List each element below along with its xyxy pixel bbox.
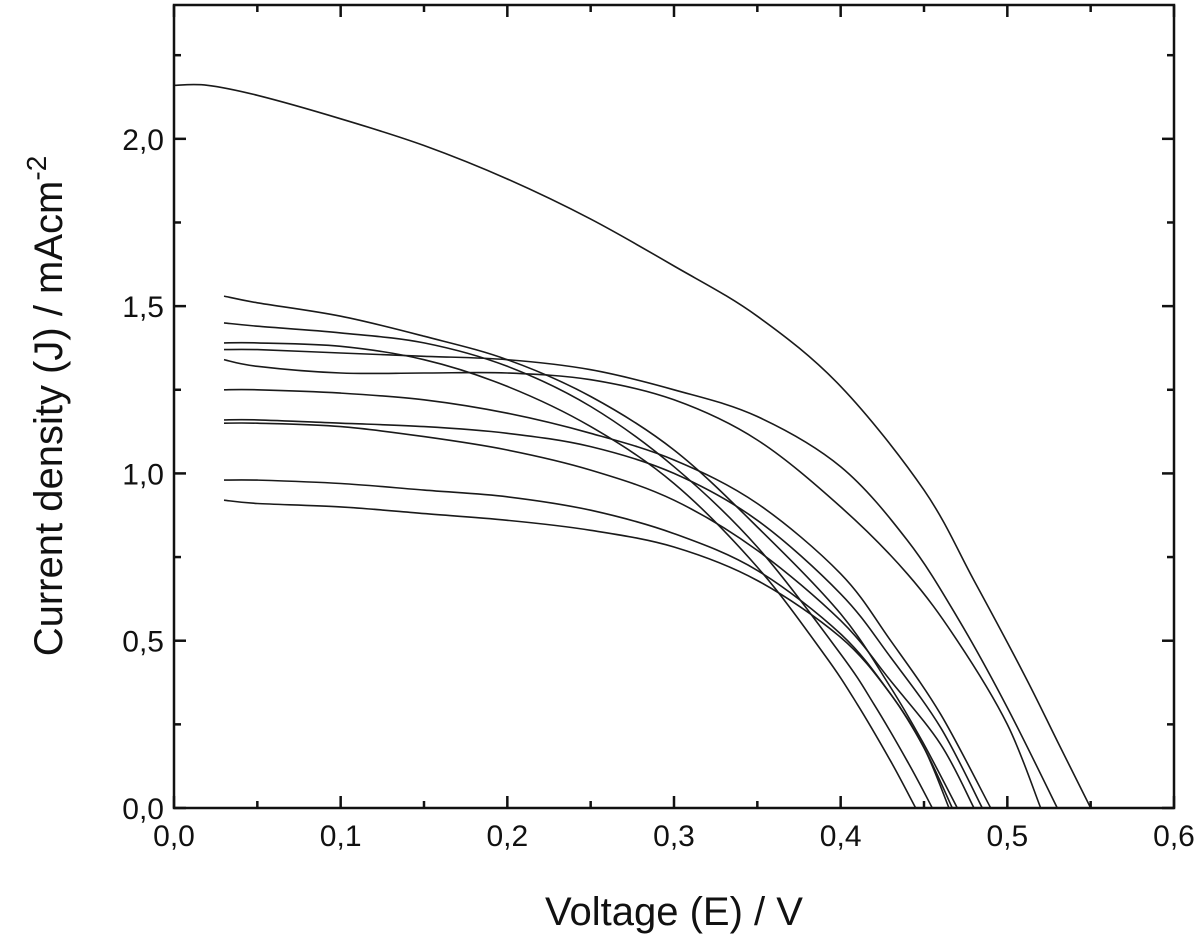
y-tick-label: 0,0: [122, 793, 164, 826]
x-axis-title: Voltage (E) / V: [545, 890, 803, 934]
tick-layer: 0,0 0,1 0,2 0,3 0,4 0,5 0,6 0,0 0,5 1,0 1,5 2,0: [122, 5, 1195, 853]
x-tick-label: 0,2: [486, 820, 528, 853]
series-line-6: [223, 422, 975, 809]
x-tick-label: 0,5: [986, 820, 1028, 853]
y-tick-label: 1,5: [122, 291, 164, 324]
series-layer: [173, 83, 1092, 809]
series-line-11: [223, 499, 950, 809]
series-line-1: [173, 83, 1092, 809]
x-tick-label: 0,3: [653, 820, 695, 853]
y-axis-title: Current density (J) / mAcm-2: [21, 156, 71, 657]
y-axis-title-superscript: -2: [21, 156, 52, 181]
plot-frame: [172, 3, 1176, 810]
x-tick-label: 0,1: [320, 820, 362, 853]
series-line-3: [223, 358, 1042, 809]
series-line-9: [223, 341, 917, 809]
y-tick-label: 0,5: [122, 626, 164, 659]
x-tick-label: 0,6: [1153, 820, 1195, 853]
y-axis-title-main: Current density (J) / mAcm: [27, 181, 71, 657]
y-tick-label: 2,0: [122, 124, 164, 157]
series-line-7: [223, 295, 959, 809]
series-line-8: [223, 322, 934, 809]
series-line-4: [223, 388, 992, 809]
series-line-5: [223, 418, 984, 809]
x-tick-label: 0,0: [153, 820, 195, 853]
series-line-2: [223, 348, 1059, 809]
y-tick-label: 1,0: [122, 458, 164, 491]
x-tick-label: 0,4: [820, 820, 862, 853]
